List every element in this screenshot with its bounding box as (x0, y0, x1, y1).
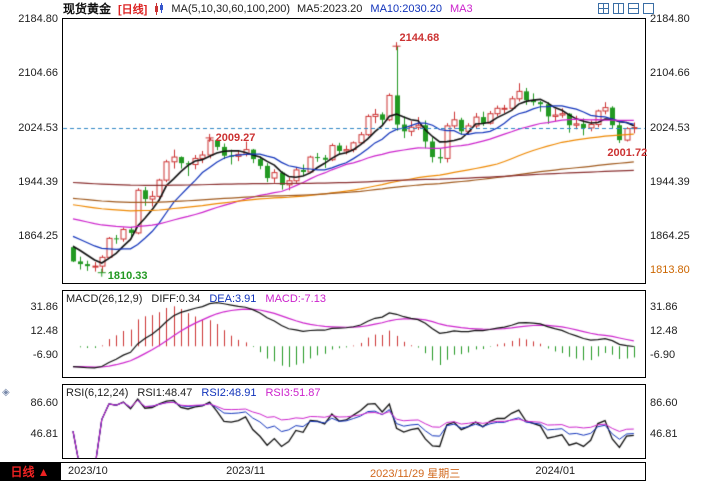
indicator-value-label: MACD(26,12,9) (66, 293, 143, 305)
period-selector[interactable]: 日线 ▲ (0, 462, 60, 481)
y-axis-label: 2024.53 (18, 121, 58, 134)
layout-single-icon[interactable] (643, 3, 654, 14)
y-axis-label: 86.60 (650, 396, 678, 409)
layout-columns-icon[interactable] (613, 3, 624, 14)
indicator-value-label: RSI2:48.91 (201, 387, 257, 399)
layout-grid-icon[interactable] (598, 3, 609, 14)
y-axis-left: 2184.80 2104.66 2024.53 1944.39 1864.25 31.86… (0, 0, 58, 486)
price-annotation: 2001.72 (607, 147, 648, 160)
kline-icon (154, 2, 164, 15)
y-axis-label: -6.90 (32, 348, 58, 361)
ma-settings-label[interactable]: MA(5,10,30,60,100,200) (171, 2, 290, 15)
y-axis-label: 2104.66 (18, 67, 58, 80)
x-axis-label: 2023/11/29 星期三 (369, 468, 461, 480)
indicator-value-label: RSI3:51.87 (265, 387, 321, 399)
price-annotation: 1810.33 (107, 269, 148, 282)
y-axis-label: 2184.80 (18, 13, 58, 25)
ma-value-label: MA5:2023.20 (296, 2, 363, 15)
indicator-value-label: DEA:3.91 (209, 293, 257, 305)
up-triangle-icon: ▲ (37, 464, 50, 479)
y-axis-label: 1944.39 (18, 175, 58, 188)
x-axis-label: 2024/01 (535, 465, 576, 477)
y-axis-label: 1864.25 (18, 230, 58, 243)
indicator-marker-icon[interactable]: ◈ (2, 387, 10, 398)
price-annotation: 2144.68 (399, 32, 440, 45)
indicator-value-label: DIFF:0.34 (151, 293, 201, 305)
y-axis-label: 1864.25 (650, 230, 690, 243)
layout-rows-icon[interactable] (628, 3, 639, 14)
y-axis-label: 1813.80 (650, 264, 690, 277)
y-axis-right: 2184.80 2104.66 2024.53 1944.39 1864.25 31.86… (650, 0, 724, 486)
y-axis-label: 31.86 (30, 301, 58, 314)
y-axis-label: 31.86 (650, 301, 678, 314)
y-axis-label: 12.48 (30, 324, 58, 337)
y-axis-label: -6.90 (650, 348, 676, 361)
price-annotation: 2009.27 (215, 131, 256, 144)
rsi-header: RSI(6,12,24) RSI1:48.47 RSI2:48.91 RSI3:51.… (66, 387, 321, 399)
ma-value-label: MA10:2030.20 (370, 2, 442, 15)
y-axis-label: 12.48 (650, 324, 678, 337)
y-axis-label: 2104.66 (650, 67, 690, 80)
x-axis-strip: 2023/10 2023/11 2023/11/29 星期三 2024/01 (60, 462, 646, 481)
macd-header: MACD(26,12,9) DIFF:0.34 DEA:3.91 MACD:-7.13 (66, 293, 326, 305)
y-axis-label: 86.60 (30, 396, 58, 409)
x-axis-label: 2023/11 (226, 465, 266, 477)
ma-value-label: MA3 (449, 2, 473, 15)
y-axis-label: 1944.39 (650, 175, 690, 188)
symbol-title: 现货黄金 (63, 2, 112, 16)
y-axis-label: 2184.80 (650, 13, 690, 25)
chart-header: 现货黄金 [日线] MA(5,10,30,60,100,200) MA5:202… (63, 1, 473, 16)
y-axis-label: 46.81 (650, 427, 678, 440)
indicator-value-label: RSI1:48.47 (137, 387, 193, 399)
ma-values: MA5:2023.20 MA10:2030.20 MA3 (297, 3, 473, 15)
x-axis-label: 2023/10 (68, 465, 108, 477)
period-box-label: 日线 (10, 465, 35, 479)
indicator-value-label: RSI(6,12,24) (66, 387, 129, 399)
y-axis-label: 2024.53 (650, 121, 690, 134)
indicator-value-label: MACD:-7.13 (265, 293, 326, 305)
y-axis-label: 46.81 (30, 427, 58, 440)
layout-toolbar (598, 3, 654, 14)
period-tag[interactable]: [日线] (118, 3, 148, 16)
